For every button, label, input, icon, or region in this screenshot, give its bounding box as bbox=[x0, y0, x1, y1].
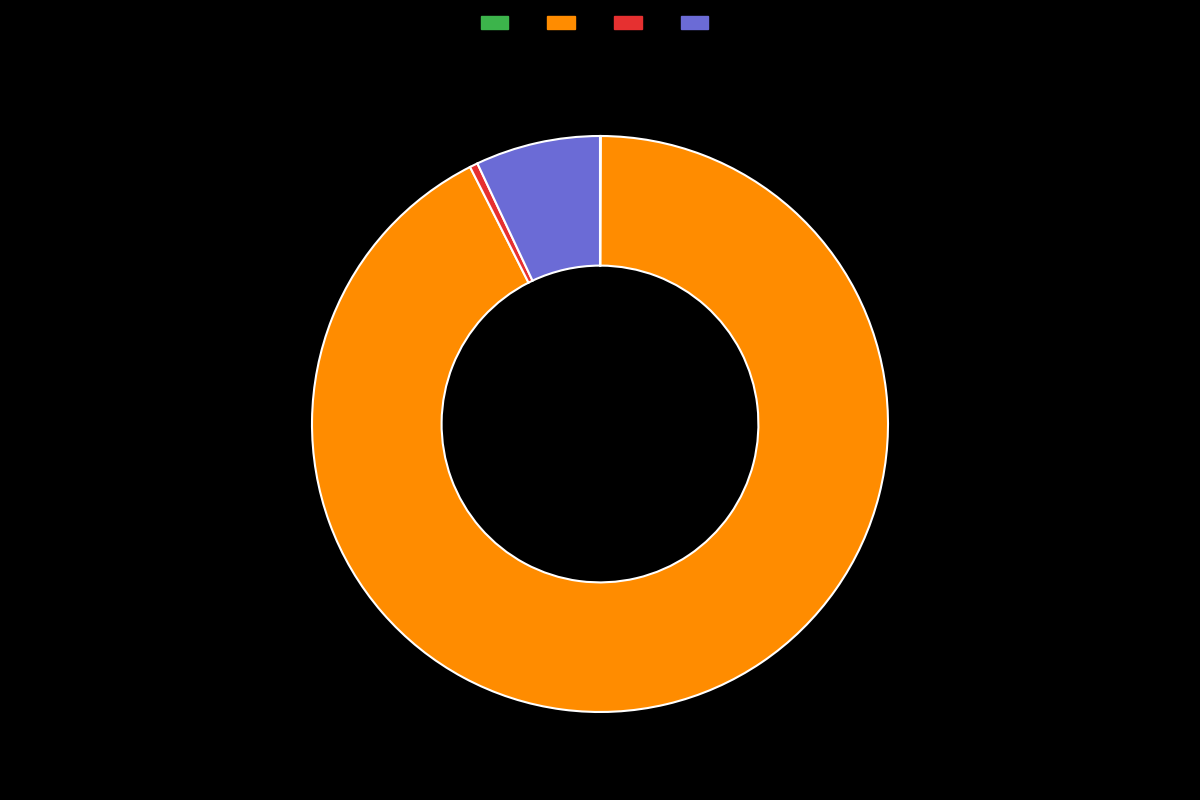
Legend: , , , : , , , bbox=[478, 14, 722, 33]
Wedge shape bbox=[470, 163, 533, 282]
Wedge shape bbox=[478, 136, 600, 281]
Wedge shape bbox=[312, 136, 888, 712]
